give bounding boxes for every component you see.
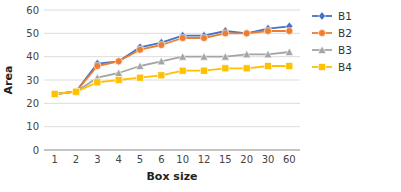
y-axis-extent <box>44 10 45 150</box>
legend-marker <box>318 46 326 54</box>
legend-marker <box>319 30 326 37</box>
grid-line <box>44 80 300 81</box>
marker <box>51 90 58 99</box>
marker <box>137 74 144 81</box>
y-grid <box>44 10 300 150</box>
marker <box>179 53 187 61</box>
marker <box>73 87 80 96</box>
series <box>51 22 293 98</box>
grid-line <box>44 126 300 127</box>
legend-item: B2 <box>312 27 352 39</box>
marker <box>201 67 208 74</box>
marker <box>221 53 229 61</box>
x-axis-line <box>44 150 300 151</box>
marker <box>51 90 59 98</box>
x-tick-label: 2 <box>73 154 79 165</box>
marker <box>94 63 101 70</box>
series <box>51 63 293 98</box>
y-axis-title: Area <box>2 66 15 95</box>
x-tick-label: 60 <box>283 154 296 165</box>
marker <box>72 88 80 96</box>
marker <box>264 50 272 58</box>
marker <box>243 29 250 38</box>
x-tick-label: 30 <box>262 154 275 165</box>
marker <box>243 65 250 72</box>
marker <box>285 48 293 56</box>
marker <box>136 62 144 70</box>
y-tick-label: 0 <box>33 145 39 156</box>
marker <box>243 30 250 37</box>
marker <box>157 57 165 65</box>
marker <box>137 46 144 53</box>
plot-area <box>51 22 294 98</box>
grid-line <box>44 56 300 57</box>
x-tick-label: 15 <box>219 154 232 165</box>
y-tick-label: 50 <box>26 28 39 39</box>
x-tick-label: 4 <box>115 154 121 165</box>
line <box>55 52 290 94</box>
x-tick-label: 10 <box>176 154 189 165</box>
grid-line <box>44 33 300 34</box>
marker <box>265 63 272 70</box>
legend-label: B1 <box>338 10 352 22</box>
legend-marker <box>319 12 326 21</box>
x-tick-label: 5 <box>137 154 143 165</box>
marker <box>179 67 186 74</box>
marker <box>243 50 251 58</box>
legend-item: B1 <box>312 10 352 22</box>
marker <box>115 69 123 77</box>
line <box>55 31 290 94</box>
legend-label: B2 <box>338 27 352 39</box>
marker <box>158 72 165 79</box>
x-axis-title: Box size <box>146 170 197 183</box>
x-tick-label: 6 <box>158 154 164 165</box>
legend-label: B4 <box>338 61 352 73</box>
marker <box>73 88 80 95</box>
marker <box>51 91 58 98</box>
x-tick-label: 3 <box>94 154 100 165</box>
y-tick-label: 40 <box>26 51 39 62</box>
marker <box>201 35 208 42</box>
marker <box>73 88 80 95</box>
y-tick-label: 30 <box>26 75 39 86</box>
marker <box>265 28 272 35</box>
y-tick-label: 20 <box>26 98 39 109</box>
legend-marker <box>319 64 326 71</box>
legend: B1 B2 B3 B4 <box>312 10 352 73</box>
legend-item: B3 <box>312 44 352 56</box>
marker <box>94 79 101 86</box>
line <box>55 66 290 94</box>
marker <box>115 77 122 84</box>
marker <box>115 57 122 66</box>
marker <box>222 65 229 72</box>
marker <box>286 28 293 35</box>
legend-label: B3 <box>338 44 352 56</box>
x-tick-label: 12 <box>198 154 211 165</box>
x-tick-label: 1 <box>51 154 57 165</box>
x-tick-label: 20 <box>240 154 253 165</box>
series <box>51 28 293 98</box>
legend-item: B4 <box>312 61 352 73</box>
marker <box>158 42 165 49</box>
marker <box>286 63 293 70</box>
marker <box>179 35 186 42</box>
grid-line <box>44 10 300 11</box>
chart: 0102030405060123456101215203060Box sizeA… <box>0 0 401 192</box>
grid-line <box>44 103 300 104</box>
y-tick-label: 10 <box>26 121 39 132</box>
series <box>51 48 294 98</box>
marker <box>222 30 229 37</box>
y-tick-label: 60 <box>26 5 39 16</box>
grid-line <box>44 150 300 151</box>
marker <box>200 53 208 61</box>
marker <box>51 91 58 98</box>
line <box>55 26 290 94</box>
marker <box>115 58 122 65</box>
